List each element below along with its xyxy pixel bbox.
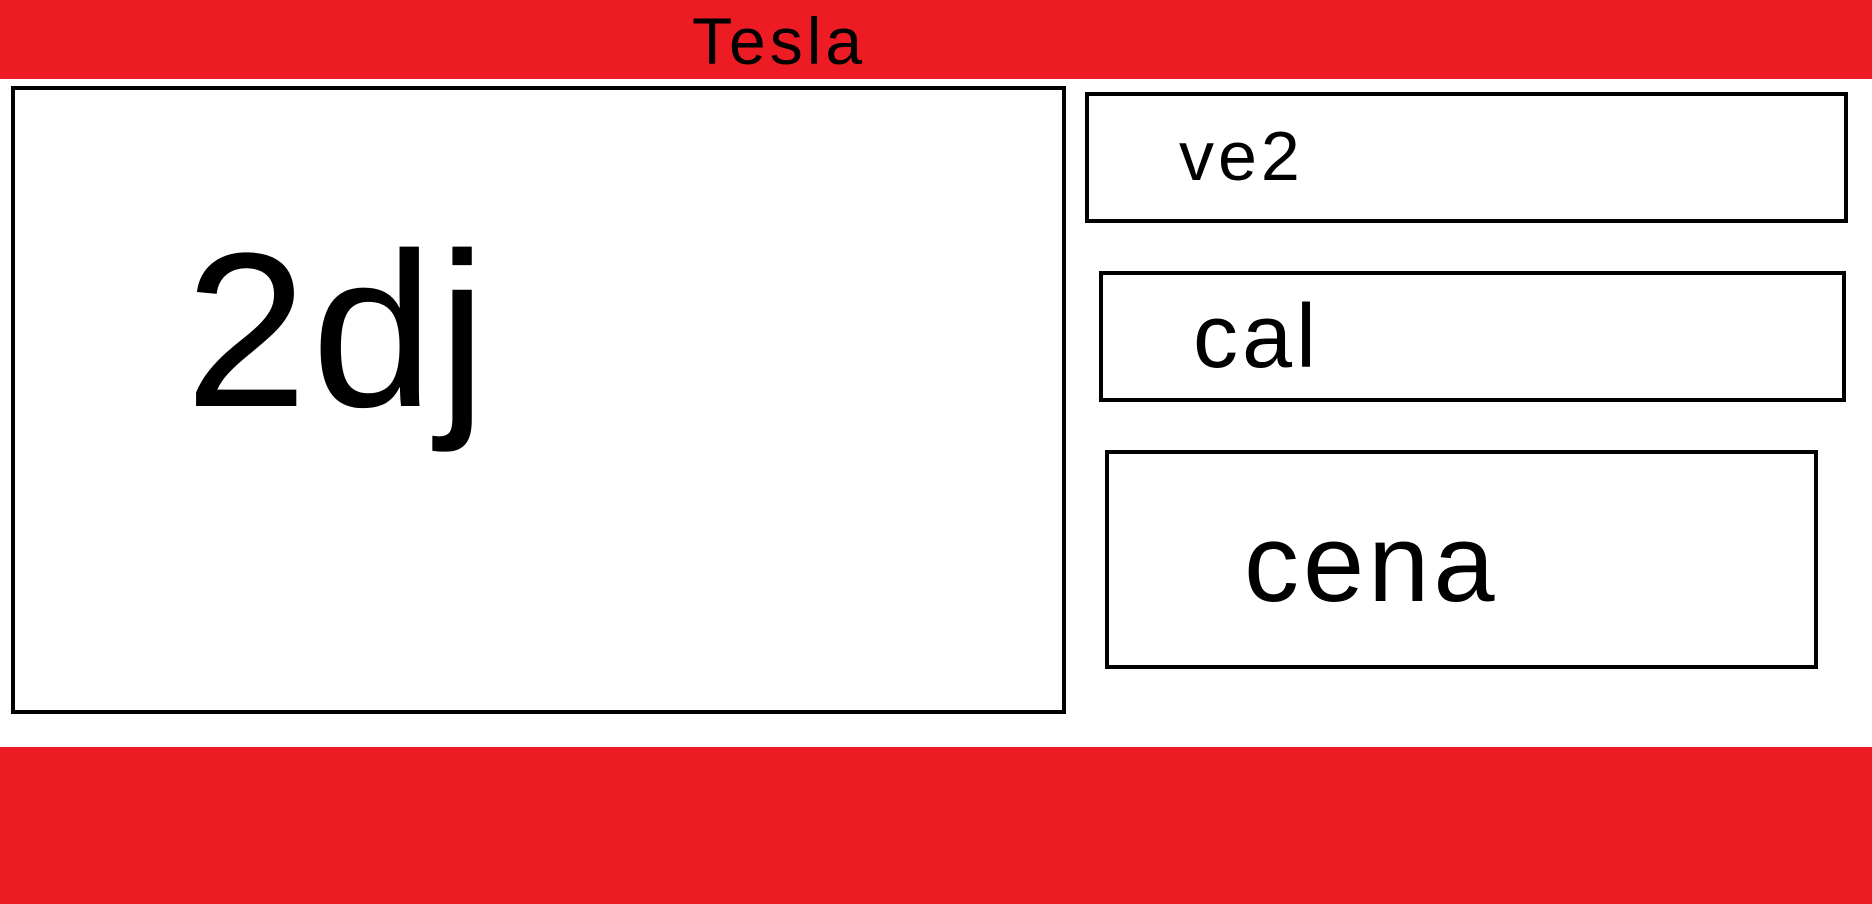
main-panel-label: 2dj (185, 207, 491, 453)
footer-bar (0, 747, 1872, 904)
side-panel-label: cena (1244, 502, 1499, 625)
side-panel[interactable]: cal (1099, 271, 1846, 402)
side-panel-label: cal (1193, 287, 1321, 387)
header-bar: Tesla (0, 0, 1872, 79)
header-title: Tesla (692, 4, 867, 78)
main-panel[interactable]: 2dj (11, 86, 1066, 714)
side-panel-label: ve2 (1179, 117, 1304, 195)
side-panel[interactable]: cena (1105, 450, 1818, 669)
side-panel[interactable]: ve2 (1085, 92, 1848, 223)
